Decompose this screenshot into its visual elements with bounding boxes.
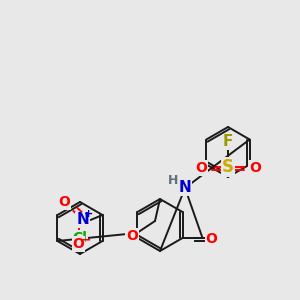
Text: O: O bbox=[58, 195, 70, 209]
Text: +: + bbox=[84, 209, 93, 219]
Text: −: − bbox=[80, 233, 91, 247]
Text: S: S bbox=[222, 158, 234, 176]
Text: Cl: Cl bbox=[73, 231, 87, 245]
Text: O: O bbox=[73, 237, 85, 251]
Text: H: H bbox=[168, 173, 178, 187]
Text: N: N bbox=[178, 181, 191, 196]
Text: F: F bbox=[223, 134, 233, 149]
Text: N: N bbox=[76, 212, 89, 227]
Text: O: O bbox=[126, 229, 138, 243]
Text: O: O bbox=[249, 161, 261, 175]
Text: O: O bbox=[206, 232, 218, 246]
Text: O: O bbox=[195, 161, 207, 175]
